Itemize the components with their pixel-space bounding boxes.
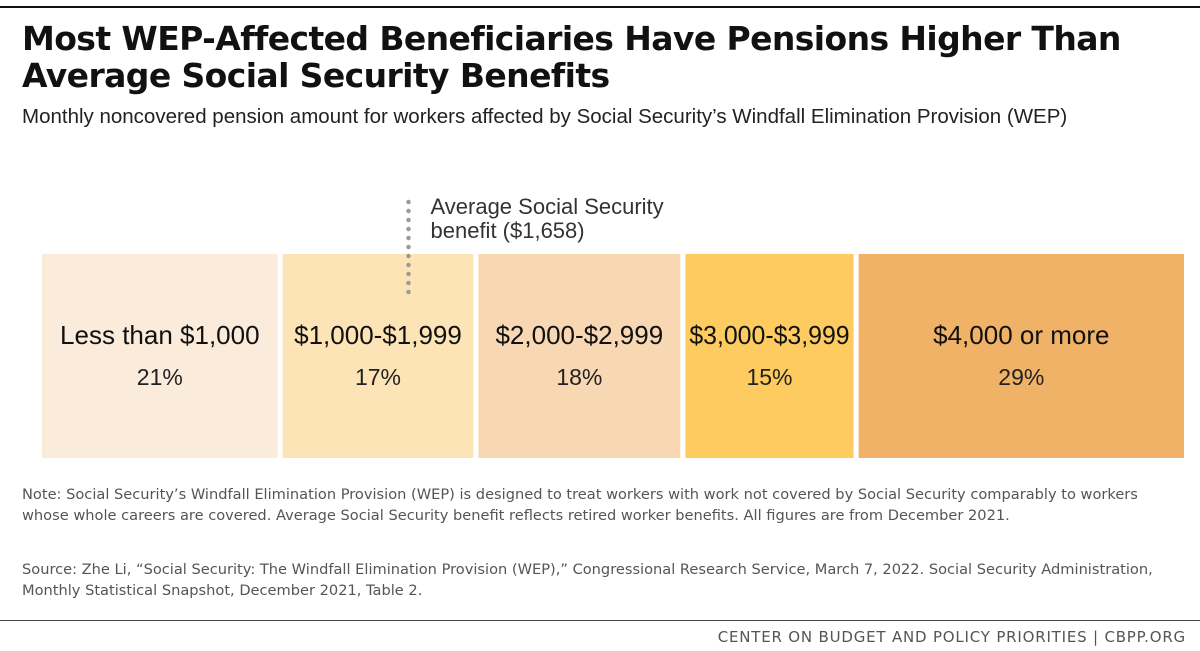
top-rule — [0, 6, 1200, 8]
value-label-2: 17% — [355, 364, 401, 390]
category-label-1: Less than $1,000 — [60, 320, 260, 350]
footer-credit: CENTER ON BUDGET AND POLICY PRIORITIES |… — [717, 628, 1186, 646]
stacked-bar-chart: Less than $1,000 21% $1,000-$1,999 17% $2,00… — [42, 194, 1184, 458]
bar-segment-4 — [685, 254, 854, 458]
category-label-3: $2,000-$2,999 — [495, 320, 663, 350]
category-label-5: $4,000 or more — [933, 320, 1109, 350]
value-label-3: 18% — [556, 364, 602, 390]
value-label-5: 29% — [998, 364, 1044, 390]
value-label-4: 15% — [746, 364, 792, 390]
category-label-2: $1,000-$1,999 — [294, 320, 462, 350]
category-label-4: $3,000-$3,999 — [689, 320, 849, 350]
chart-subtitle: Monthly noncovered pension amount for wo… — [22, 105, 1068, 128]
average-benefit-label-line1: Average Social Security — [431, 194, 664, 219]
chart-source: Source: Zhe Li, “Social Security: The Wi… — [22, 561, 1153, 599]
bar-segment-3 — [478, 254, 681, 458]
value-label-1: 21% — [137, 364, 183, 390]
bar-segment-5 — [858, 254, 1184, 458]
average-benefit-label-line2: benefit ($1,658) — [431, 218, 585, 243]
chart-note: Note: Social Security’s Windfall Elimina… — [22, 486, 1138, 524]
chart-title: Most WEP-Affected Beneficiaries Have Pen… — [22, 19, 1121, 95]
bar-segment-2 — [282, 254, 474, 458]
bar-segment-1 — [42, 254, 278, 458]
bottom-rule — [0, 620, 1200, 621]
